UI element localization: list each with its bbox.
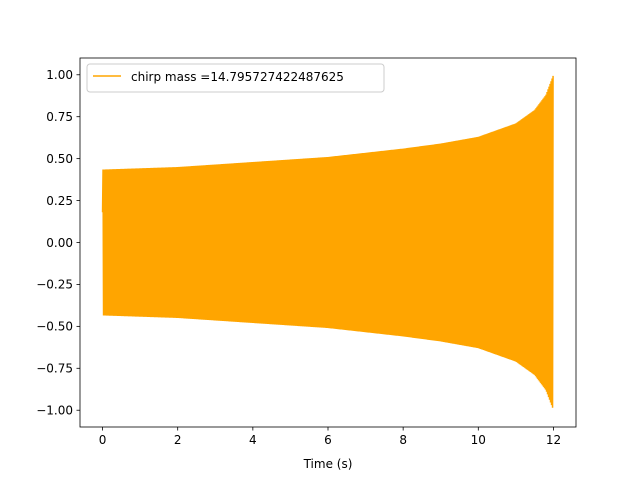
y-tick-label: 0.75 <box>46 110 73 124</box>
x-tick-label: 0 <box>99 433 107 447</box>
x-axis-title: Time (s) <box>303 457 353 471</box>
y-tick-label: 0.00 <box>46 236 73 250</box>
x-tick-label: 10 <box>471 433 486 447</box>
y-tick-label: 0.25 <box>46 194 73 208</box>
y-axis: 1.00 0.75 0.50 0.25 0.00 −0.25 −0.50 −0.75 −1.00 <box>36 68 80 418</box>
series-line-chirp <box>101 75 554 408</box>
legend-label: chirp mass =14.795727422487625 <box>131 70 344 84</box>
x-tick-label: 2 <box>174 433 182 447</box>
y-tick-label: 0.50 <box>46 152 73 166</box>
y-tick-label: −0.25 <box>36 278 73 292</box>
y-tick-label: −0.75 <box>36 362 73 376</box>
x-tick-label: 6 <box>324 433 332 447</box>
legend: chirp mass =14.795727422487625 <box>86 63 385 93</box>
y-tick-label: 1.00 <box>46 68 73 82</box>
plot-area <box>101 75 554 408</box>
x-tick-label: 4 <box>249 433 257 447</box>
x-tick-label: 8 <box>399 433 407 447</box>
x-axis: 0 2 4 6 8 10 12 <box>99 427 561 447</box>
legend-box <box>86 63 385 93</box>
y-tick-label: −1.00 <box>36 404 73 418</box>
y-tick-label: −0.50 <box>36 320 73 334</box>
x-tick-label: 12 <box>546 433 561 447</box>
